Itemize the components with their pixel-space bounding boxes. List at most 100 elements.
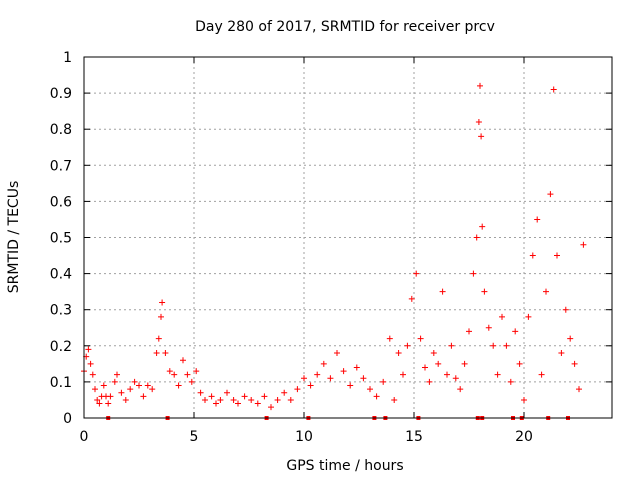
data-point: [521, 396, 527, 403]
x-tick-label: 15: [405, 429, 423, 445]
data-point: [580, 241, 587, 248]
data-point: [301, 375, 307, 382]
data-point: [159, 299, 166, 306]
y-tick-label: 0.9: [50, 86, 72, 102]
data-point: [111, 378, 118, 385]
data-point: [478, 133, 485, 140]
data-point: [512, 328, 519, 335]
data-point: [439, 288, 446, 295]
data-point: [224, 389, 230, 396]
data-point: [274, 396, 281, 403]
data-point: [499, 313, 505, 320]
data-point: [281, 389, 288, 396]
data-point: [213, 400, 219, 407]
data-point: [490, 342, 497, 349]
data-point: [118, 389, 125, 396]
data-point: [473, 234, 480, 241]
y-tick-label: 0.5: [50, 231, 72, 247]
data-point: [400, 371, 406, 378]
data-point: [516, 360, 523, 367]
data-point: [475, 118, 482, 125]
data-point: [140, 393, 147, 400]
data-point: [426, 378, 433, 385]
data-point: [155, 335, 162, 342]
data-point: [571, 360, 578, 367]
data-point: [114, 371, 120, 378]
data-point: [92, 386, 98, 393]
data-point: [452, 375, 459, 382]
data-point: [481, 288, 488, 295]
data-point: [562, 306, 569, 313]
data-point: [457, 386, 464, 393]
y-tick-label: 0.7: [50, 158, 72, 174]
data-point: [287, 396, 294, 403]
data-point: [144, 382, 151, 389]
x-tick-label: 10: [295, 429, 313, 445]
data-point: [576, 386, 582, 393]
data-point: [543, 288, 549, 295]
x-tick-label: 20: [515, 429, 533, 445]
data-point: [122, 396, 129, 403]
data-point: [347, 382, 354, 389]
data-point: [136, 382, 142, 389]
data-point: [477, 82, 483, 89]
data-point: [127, 386, 134, 393]
data-point: [197, 389, 204, 396]
data-point: [547, 191, 554, 198]
chart-title: Day 280 of 2017, SRMTID for receiver prc…: [195, 19, 495, 35]
y-tick-label: 0.6: [50, 194, 72, 210]
data-point: [149, 386, 156, 393]
data-point: [87, 360, 94, 367]
x-tick-labels: 0 5 10 15 20: [80, 429, 533, 445]
y-tick-label: 0.8: [50, 122, 72, 138]
data-point: [373, 393, 380, 400]
y-tick-labels: 0 0.1 0.2 0.3 0.4 0.5 0.6 0.7 0.8 0.9 1: [50, 50, 72, 427]
data-point: [180, 357, 186, 364]
data-point: [494, 371, 501, 378]
data-point: [314, 371, 321, 378]
data-point: [466, 328, 472, 335]
data-point: [327, 375, 334, 382]
data-point: [448, 342, 455, 349]
y-tick-label: 0.4: [50, 267, 72, 283]
axis-ticks: [83, 56, 612, 419]
data-point: [230, 396, 237, 403]
y-tick-label: 1: [63, 50, 72, 66]
data-point: [558, 350, 565, 357]
data-point: [153, 350, 160, 357]
data-point: [367, 386, 373, 393]
plot-frame: [83, 56, 613, 419]
data-point: [193, 368, 200, 375]
x-tick-label: 5: [190, 429, 199, 445]
data-point: [248, 396, 255, 403]
x-axis-label: GPS time / hours: [286, 458, 403, 474]
data-point: [503, 342, 510, 349]
data-point: [184, 371, 191, 378]
data-point: [100, 382, 107, 389]
data-point: [261, 393, 268, 400]
data-point: [171, 371, 178, 378]
data-point: [188, 378, 195, 385]
data-point: [395, 350, 402, 357]
data-point: [307, 382, 314, 389]
data-point: [404, 342, 411, 349]
data-point: [408, 295, 415, 302]
data-point: [175, 382, 182, 389]
data-point: [538, 371, 545, 378]
data-point: [85, 346, 92, 353]
data-point: [208, 393, 215, 400]
data-points: [81, 82, 587, 420]
data-point: [235, 400, 241, 407]
data-point: [534, 216, 541, 223]
data-point: [386, 335, 393, 342]
data-point: [567, 335, 574, 342]
data-point: [550, 86, 557, 93]
y-tick-label: 0: [63, 411, 72, 427]
data-point: [268, 404, 274, 411]
data-point: [334, 350, 340, 357]
y-tick-label: 0.2: [50, 339, 72, 355]
data-point: [529, 252, 536, 259]
x-tick-label: 0: [80, 429, 89, 445]
data-point: [380, 378, 387, 385]
